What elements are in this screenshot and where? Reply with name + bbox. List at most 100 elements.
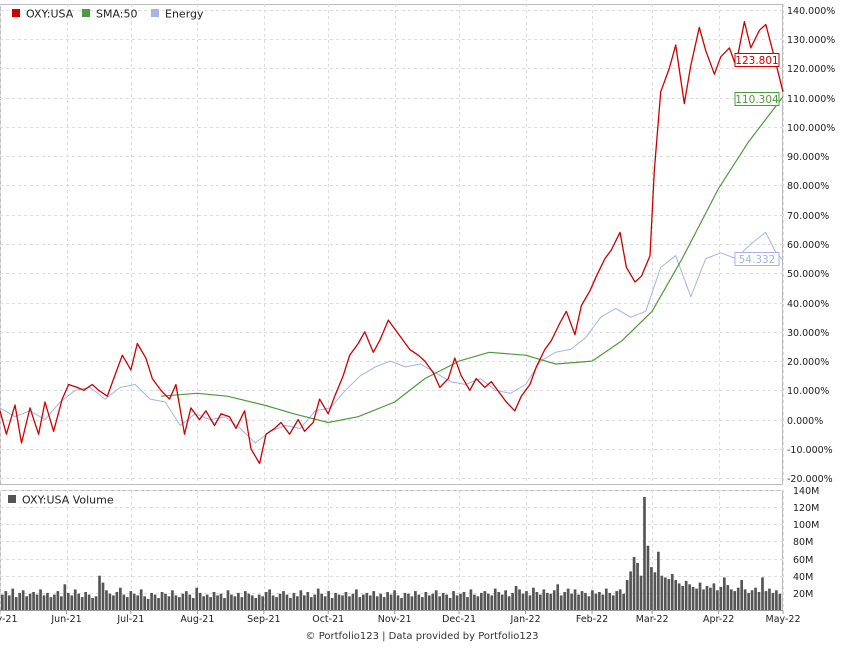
- volume-bar: [508, 596, 511, 610]
- volume-bar: [185, 591, 188, 610]
- volume-bar: [241, 597, 244, 610]
- legend-item: OXY:USA Volume: [8, 494, 114, 507]
- volume-bar: [25, 596, 28, 610]
- volume-bar: [372, 591, 375, 610]
- end-value-label: 123.801: [735, 54, 779, 68]
- volume-bar: [70, 595, 73, 610]
- y-tick-label: 30.000%: [787, 328, 829, 339]
- volume-bar: [63, 584, 66, 610]
- volume-bar: [261, 596, 264, 610]
- volume-bar: [376, 596, 379, 610]
- x-tick-label: Nov-21: [378, 614, 412, 625]
- volume-bar: [161, 592, 164, 610]
- volume-bar: [11, 589, 14, 610]
- end-value-label: 110.304: [735, 93, 779, 107]
- volume-bar: [772, 593, 775, 610]
- volume-bar: [220, 594, 223, 610]
- volume-bar: [129, 591, 132, 610]
- volume-bar: [463, 592, 466, 610]
- volume-bar: [234, 596, 237, 610]
- volume-bar: [57, 591, 60, 610]
- volume-bar: [487, 594, 490, 610]
- y-tick-label: 120.000%: [787, 64, 835, 75]
- volume-bar: [404, 593, 407, 610]
- volume-bar: [365, 593, 368, 610]
- volume-bar: [501, 595, 504, 610]
- volume-bar: [32, 592, 35, 610]
- volume-bar: [751, 590, 754, 610]
- volume-bar: [518, 589, 521, 610]
- volume-bar: [341, 595, 344, 610]
- volume-bar: [570, 594, 573, 610]
- volume-bar: [317, 589, 320, 610]
- y-tick-label: 20.000%: [787, 357, 829, 368]
- volume-bar: [480, 593, 483, 610]
- volume-bar: [237, 593, 240, 610]
- volume-bar: [157, 598, 160, 610]
- volume-bar: [251, 595, 254, 610]
- volume-bar: [428, 595, 431, 610]
- volume-bar: [605, 589, 608, 610]
- volume-bar: [334, 593, 337, 610]
- end-value-text: 123.801: [735, 55, 778, 67]
- volume-bar: [688, 584, 691, 610]
- volume-bar: [122, 595, 125, 610]
- volume-bar: [4, 591, 7, 610]
- volume-bar: [459, 594, 462, 610]
- volume-bar: [338, 595, 341, 610]
- volume-bar: [702, 589, 705, 610]
- volume-bar: [393, 590, 396, 610]
- volume-bar: [442, 593, 445, 610]
- volume-bar: [81, 597, 84, 610]
- volume-bar: [195, 588, 198, 610]
- volume-bar: [331, 598, 334, 610]
- x-tick-label: Feb-22: [576, 614, 608, 625]
- volume-bar: [608, 593, 611, 610]
- volume-bar: [775, 590, 778, 610]
- volume-bar: [497, 592, 500, 610]
- volume-bar: [313, 595, 316, 610]
- volume-bar: [411, 596, 414, 610]
- legend-label: OXY:USA: [26, 8, 74, 21]
- volume-bar: [595, 594, 598, 610]
- volume-bar: [779, 594, 782, 610]
- volume-bar: [126, 597, 129, 610]
- volume-panel: 140M 120M 100M 80M 60M 40M 20M OXY:USA Volume: [0, 486, 819, 611]
- x-tick-label: Jul-21: [116, 614, 144, 625]
- volume-bar: [46, 593, 49, 610]
- volume-bar: [424, 592, 427, 610]
- volume-bar: [36, 595, 39, 610]
- volume-bar: [709, 588, 712, 610]
- volume-bar: [168, 596, 171, 610]
- volume-bar: [588, 596, 591, 610]
- volume-bar: [765, 591, 768, 610]
- volume-bar: [206, 595, 209, 610]
- volume-bar: [747, 593, 750, 610]
- volume-bar: [553, 590, 556, 610]
- volume-bar: [671, 574, 674, 610]
- volume-bar: [612, 595, 615, 610]
- volume-bar: [525, 591, 528, 610]
- volume-bar: [386, 592, 389, 610]
- volume-bar: [18, 593, 21, 610]
- volume-bar: [647, 546, 650, 610]
- y-tick-label: -10.000%: [787, 445, 833, 456]
- volume-bar: [43, 595, 46, 610]
- volume-bar: [574, 589, 577, 610]
- volume-bar: [188, 595, 191, 610]
- volume-bar: [622, 594, 625, 610]
- volume-bar: [320, 594, 323, 610]
- volume-bar: [581, 591, 584, 610]
- volume-bar: [699, 583, 702, 610]
- volume-bar: [60, 596, 63, 610]
- volume-bar: [713, 583, 716, 610]
- volume-bar: [661, 576, 664, 610]
- volume-tick-label: 120M: [793, 503, 819, 514]
- volume-bar: [209, 597, 212, 610]
- volume-bar: [88, 595, 91, 610]
- volume-bar: [140, 589, 143, 610]
- y-tick-label: 80.000%: [787, 181, 829, 192]
- volume-bar: [227, 590, 230, 610]
- volume-bar: [306, 592, 309, 610]
- volume-bar: [539, 595, 542, 610]
